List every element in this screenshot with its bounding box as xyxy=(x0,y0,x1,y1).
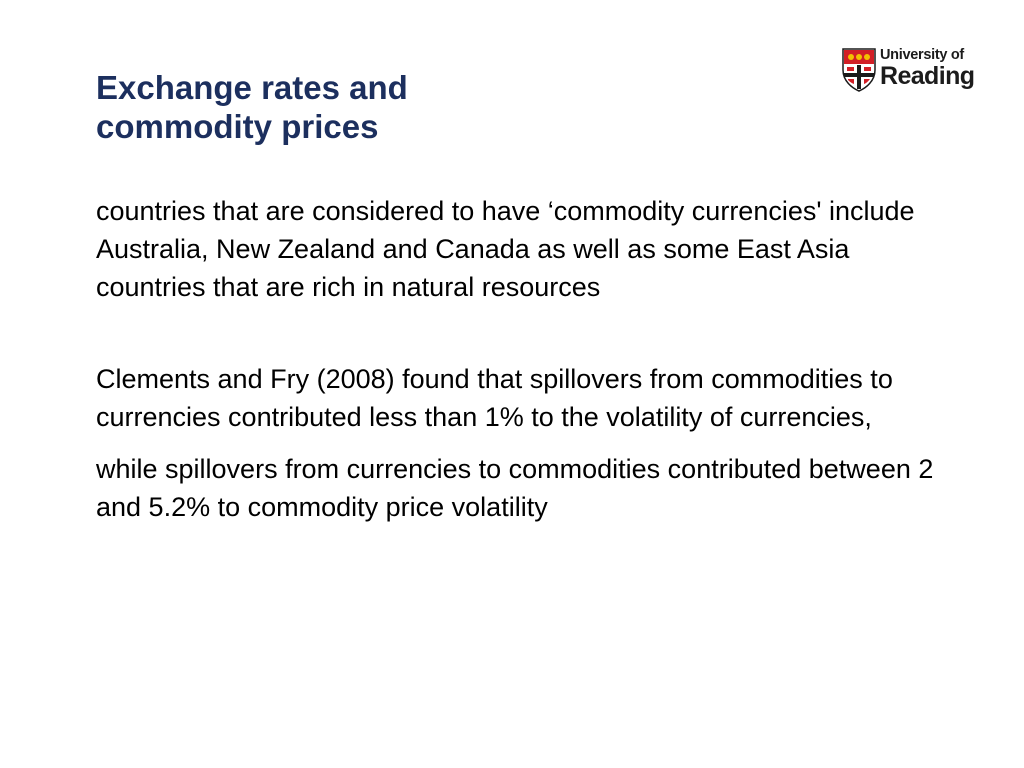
slide-body: countries that are considered to have ‘c… xyxy=(96,192,956,526)
paragraph-clements-fry-finding: Clements and Fry (2008) found that spill… xyxy=(96,364,893,432)
slide-title: Exchange rates and commodity prices xyxy=(96,68,656,146)
paragraph-commodity-currencies: countries that are considered to have ‘c… xyxy=(96,196,915,302)
crest-shield-icon xyxy=(842,48,876,92)
logo-line2: Reading xyxy=(880,62,975,90)
paragraph-spillovers-to-commodities: while spillovers from currencies to comm… xyxy=(96,454,934,522)
slide-title-line2: commodity prices xyxy=(96,108,379,145)
logo-line1: University of xyxy=(880,47,964,63)
university-logo: University of Reading xyxy=(842,46,982,96)
logo-wordmark: University of Reading xyxy=(880,46,975,90)
slide-title-line1: Exchange rates and xyxy=(96,69,408,106)
